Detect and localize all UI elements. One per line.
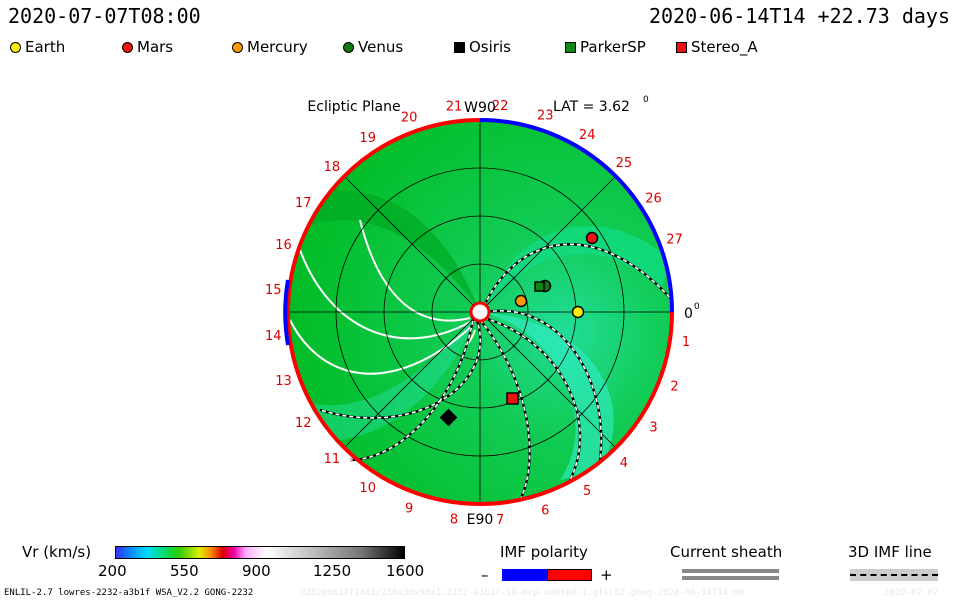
imf-positive-swatch	[547, 569, 592, 581]
zero-marker: 0	[684, 306, 693, 322]
osiris-marker-icon	[454, 41, 465, 53]
mercury-marker	[514, 294, 528, 308]
legend-venus: Venus	[343, 38, 403, 56]
carrington-tick-10: 10	[359, 481, 376, 496]
carrington-tick-17: 17	[295, 196, 312, 211]
mars-marker-icon	[122, 41, 133, 53]
carrington-tick-25: 25	[616, 156, 633, 171]
current-sheath-line-2	[299, 249, 471, 340]
earth-marker-icon	[10, 41, 21, 53]
imf-plus: +	[600, 566, 613, 584]
carrington-tick-21: 21	[446, 100, 463, 115]
legend-mars: Mars	[122, 38, 173, 56]
rim-positive	[286, 118, 674, 506]
carrington-tick-9: 9	[405, 502, 413, 517]
carrington-tick-24: 24	[579, 128, 596, 143]
colorbar-tick-1250: 1250	[313, 562, 352, 580]
stereo-a-marker	[506, 392, 519, 405]
legend-mercury: Mercury	[232, 38, 308, 56]
carrington-tick-2: 2	[670, 380, 678, 395]
colorbar-tick-550: 550	[170, 562, 199, 580]
carrington-tick-23: 23	[537, 109, 554, 124]
legend-earth: Earth	[10, 38, 65, 56]
lat-label: LAT = 3.62	[553, 99, 630, 115]
carrington-tick-1: 1	[682, 335, 690, 350]
carrington-tick-8: 8	[450, 512, 458, 527]
imf-line-label: 3D IMF line	[848, 543, 932, 561]
footer-date: 2020-07-07	[884, 588, 939, 598]
carrington-tick-6: 6	[541, 504, 549, 519]
colorbar-tick-200: 200	[98, 562, 127, 580]
fast-stream-band-west	[300, 312, 480, 442]
current-sheath-line-1	[359, 219, 471, 322]
legend-osiris: Osiris	[454, 38, 511, 56]
carrington-tick-5: 5	[583, 484, 591, 499]
carrington-tick-7: 7	[496, 513, 504, 528]
carrington-tick-4: 4	[620, 456, 628, 471]
imf-negative-swatch	[502, 569, 547, 581]
carrington-tick-3: 3	[649, 421, 657, 436]
lat-degree: 0	[643, 95, 649, 105]
legend-parkersp: ParkerSP	[565, 38, 646, 56]
parkersp-marker	[534, 281, 545, 292]
mercury-marker-icon	[232, 41, 243, 53]
carrington-tick-26: 26	[645, 191, 662, 206]
carrington-tick-27: 27	[666, 232, 683, 247]
e90-marker: E90	[467, 512, 494, 528]
run-time: 2020-07-07T08:00	[8, 4, 201, 28]
colorbar-tick-900: 900	[242, 562, 271, 580]
current-sheath-label: Current sheath	[670, 543, 783, 561]
rim-negative-west	[283, 279, 290, 346]
carrington-tick-14: 14	[265, 329, 282, 344]
carrington-tick-12: 12	[295, 416, 312, 431]
current-sheath-swatch-2	[682, 576, 779, 580]
stereo-a-marker-icon	[676, 41, 687, 53]
venus-marker-icon	[343, 41, 354, 53]
start-time-elapsed: 2020-06-14T14 +22.73 days	[648, 4, 950, 28]
colorbar-label: Vr (km/s)	[22, 543, 92, 561]
carrington-tick-13: 13	[275, 374, 292, 389]
carrington-tick-20: 20	[401, 111, 418, 126]
footer-model-info: ENLIL-2.7 lowres-2232-a3b1f WSA_V2.2 GON…	[4, 588, 254, 598]
zero-degree: 0	[694, 302, 700, 312]
footer-run-id: d20200614T1401/256x30x90x1.2232-a3b1f-16…	[300, 588, 745, 598]
carrington-tick-11: 11	[324, 452, 341, 467]
plane-label: Ecliptic Plane	[307, 99, 400, 115]
current-sheath-line-3	[289, 319, 473, 375]
mars-marker	[585, 231, 599, 245]
legend-stereo-a: Stereo_A	[676, 38, 758, 56]
carrington-tick-15: 15	[265, 283, 282, 298]
current-sheath-swatch-1	[682, 569, 779, 573]
colorbar-tick-1600: 1600	[386, 562, 425, 580]
colorbar-gradient	[115, 546, 405, 559]
imf-polarity-label: IMF polarity	[500, 543, 588, 561]
earth-marker	[571, 305, 585, 319]
fast-stream-band	[480, 225, 672, 312]
osiris-marker	[439, 408, 458, 427]
w90-marker: W90	[464, 100, 496, 116]
carrington-tick-19: 19	[359, 131, 376, 146]
parkersp-marker-icon	[565, 41, 576, 53]
imf-line-swatch-dash	[850, 574, 938, 576]
carrington-tick-18: 18	[324, 160, 341, 175]
carrington-tick-22: 22	[492, 99, 509, 114]
polarity-rim	[283, 118, 674, 506]
body-markers	[439, 231, 599, 427]
carrington-tick-16: 16	[275, 238, 292, 253]
imf-minus: –	[481, 566, 489, 584]
imf-field-line-dashes	[319, 243, 673, 501]
sun-marker	[469, 301, 491, 323]
rim-negative	[479, 118, 674, 313]
